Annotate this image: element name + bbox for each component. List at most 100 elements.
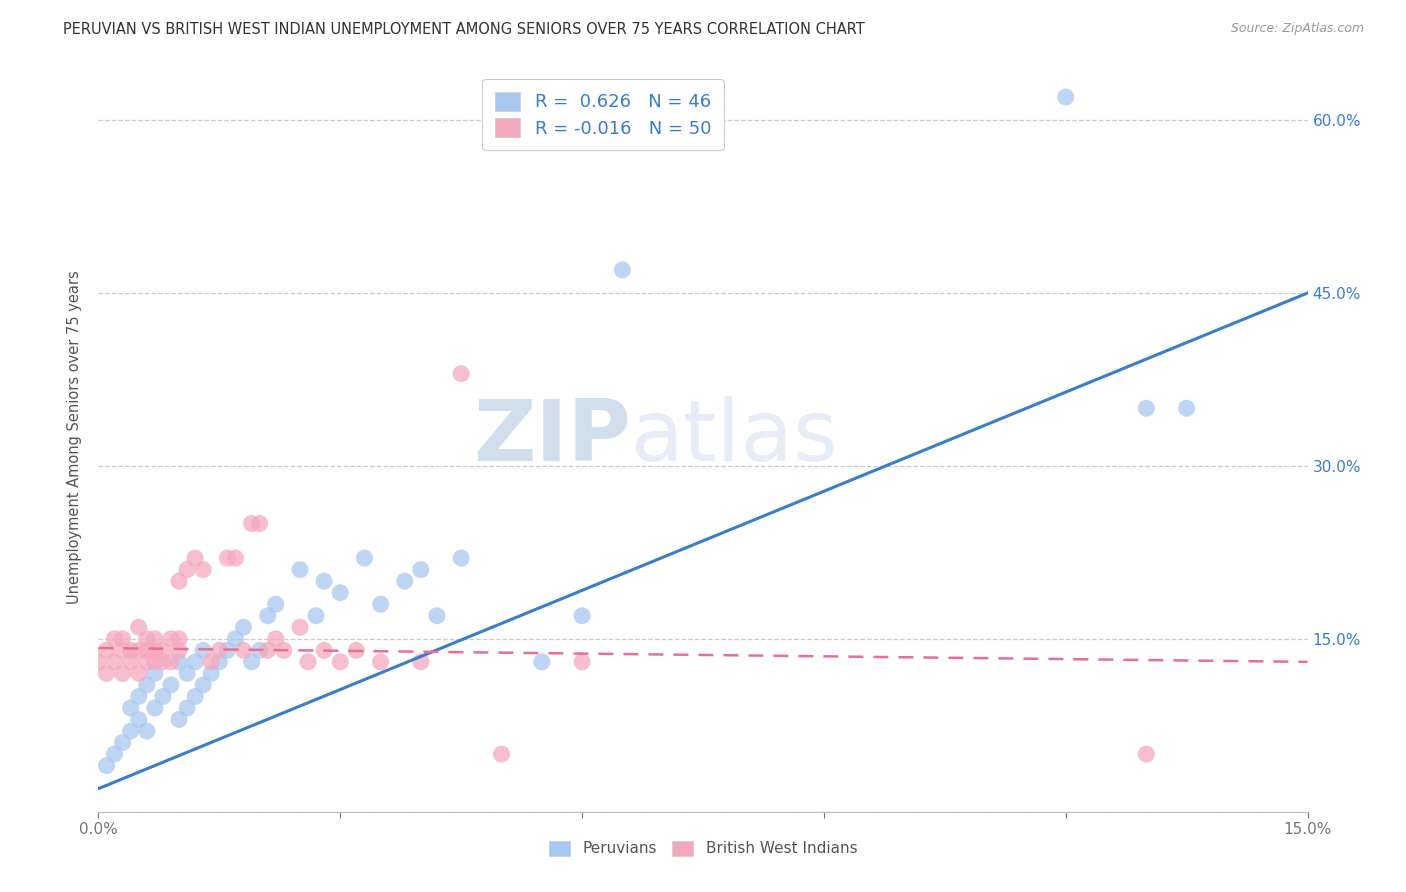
Point bbox=[491, 747, 513, 761]
Point bbox=[184, 690, 207, 704]
Point bbox=[329, 655, 352, 669]
Point bbox=[176, 701, 198, 715]
Point bbox=[167, 643, 190, 657]
Point bbox=[135, 655, 157, 669]
Point bbox=[314, 574, 336, 589]
Point bbox=[193, 563, 215, 577]
Point bbox=[394, 574, 416, 589]
Point bbox=[143, 632, 166, 646]
Point bbox=[176, 666, 198, 681]
Point bbox=[167, 632, 190, 646]
Point bbox=[184, 655, 207, 669]
Point bbox=[1135, 747, 1157, 761]
Point bbox=[200, 655, 222, 669]
Point bbox=[120, 724, 142, 739]
Point bbox=[103, 747, 125, 761]
Point bbox=[329, 585, 352, 599]
Point bbox=[103, 655, 125, 669]
Point bbox=[305, 608, 328, 623]
Point bbox=[184, 551, 207, 566]
Point bbox=[152, 690, 174, 704]
Point bbox=[256, 608, 278, 623]
Point bbox=[612, 263, 634, 277]
Point bbox=[193, 643, 215, 657]
Point bbox=[152, 655, 174, 669]
Point bbox=[152, 643, 174, 657]
Point bbox=[224, 632, 246, 646]
Point bbox=[249, 516, 271, 531]
Point bbox=[160, 632, 183, 646]
Point bbox=[111, 666, 134, 681]
Point bbox=[135, 724, 157, 739]
Legend: Peruvians, British West Indians: Peruvians, British West Indians bbox=[541, 833, 865, 864]
Point bbox=[111, 643, 134, 657]
Point bbox=[120, 655, 142, 669]
Point bbox=[143, 655, 166, 669]
Point bbox=[370, 655, 392, 669]
Point bbox=[167, 574, 190, 589]
Point bbox=[160, 655, 183, 669]
Point bbox=[135, 678, 157, 692]
Point bbox=[160, 678, 183, 692]
Point bbox=[450, 367, 472, 381]
Point bbox=[409, 563, 432, 577]
Point bbox=[135, 632, 157, 646]
Point bbox=[571, 608, 593, 623]
Point bbox=[240, 516, 263, 531]
Point bbox=[120, 643, 142, 657]
Point bbox=[217, 551, 239, 566]
Point bbox=[249, 643, 271, 657]
Point bbox=[87, 655, 110, 669]
Point bbox=[1054, 90, 1077, 104]
Point bbox=[96, 666, 118, 681]
Point bbox=[111, 632, 134, 646]
Text: PERUVIAN VS BRITISH WEST INDIAN UNEMPLOYMENT AMONG SENIORS OVER 75 YEARS CORRELA: PERUVIAN VS BRITISH WEST INDIAN UNEMPLOY… bbox=[63, 22, 865, 37]
Point bbox=[193, 678, 215, 692]
Point bbox=[1175, 401, 1198, 416]
Point bbox=[128, 620, 150, 634]
Point bbox=[344, 643, 367, 657]
Point bbox=[530, 655, 553, 669]
Point bbox=[288, 563, 311, 577]
Point bbox=[135, 643, 157, 657]
Point bbox=[111, 735, 134, 749]
Point bbox=[314, 643, 336, 657]
Point bbox=[143, 666, 166, 681]
Point bbox=[128, 713, 150, 727]
Point bbox=[273, 643, 295, 657]
Point bbox=[96, 758, 118, 772]
Point bbox=[167, 655, 190, 669]
Point bbox=[256, 643, 278, 657]
Point bbox=[120, 701, 142, 715]
Point bbox=[571, 655, 593, 669]
Point bbox=[240, 655, 263, 669]
Point bbox=[128, 666, 150, 681]
Text: Source: ZipAtlas.com: Source: ZipAtlas.com bbox=[1230, 22, 1364, 36]
Text: atlas: atlas bbox=[630, 395, 838, 479]
Text: ZIP: ZIP bbox=[472, 395, 630, 479]
Point bbox=[128, 643, 150, 657]
Point bbox=[288, 620, 311, 634]
Point bbox=[409, 655, 432, 669]
Point bbox=[232, 620, 254, 634]
Point bbox=[370, 597, 392, 611]
Point bbox=[264, 632, 287, 646]
Point bbox=[224, 551, 246, 566]
Point bbox=[264, 597, 287, 611]
Point bbox=[176, 563, 198, 577]
Point bbox=[143, 643, 166, 657]
Point bbox=[208, 655, 231, 669]
Point bbox=[143, 701, 166, 715]
Point bbox=[1135, 401, 1157, 416]
Point bbox=[96, 643, 118, 657]
Point bbox=[167, 713, 190, 727]
Point bbox=[128, 690, 150, 704]
Point bbox=[232, 643, 254, 657]
Point bbox=[426, 608, 449, 623]
Point bbox=[353, 551, 375, 566]
Y-axis label: Unemployment Among Seniors over 75 years: Unemployment Among Seniors over 75 years bbox=[67, 270, 83, 604]
Point bbox=[200, 666, 222, 681]
Point bbox=[208, 643, 231, 657]
Point bbox=[103, 632, 125, 646]
Point bbox=[297, 655, 319, 669]
